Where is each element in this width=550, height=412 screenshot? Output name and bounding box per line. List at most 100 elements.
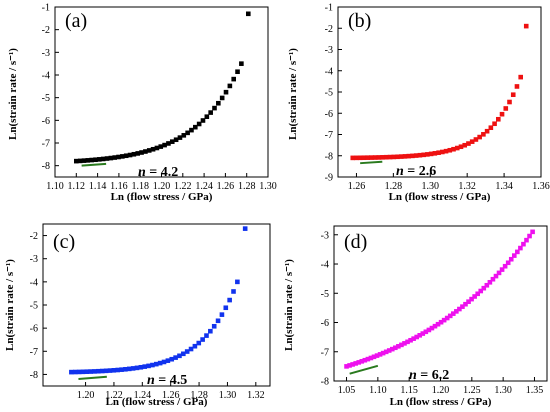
x-axis-label: Ln (flow stress / GPa) xyxy=(390,396,492,408)
data-point xyxy=(421,152,426,158)
data-point xyxy=(208,110,213,115)
data-point xyxy=(524,237,529,243)
data-point xyxy=(84,369,90,374)
y-tick-label: -5 xyxy=(325,88,333,99)
y-tick-label: -2 xyxy=(42,25,50,36)
data-point xyxy=(466,141,471,146)
x-tick-label: 1.26 xyxy=(217,181,235,192)
data-point xyxy=(457,306,462,312)
data-point xyxy=(462,142,468,148)
data-point xyxy=(508,256,514,262)
y-tick-label: -6 xyxy=(42,116,50,127)
x-tick-label: 1.28 xyxy=(238,181,256,192)
data-point xyxy=(413,153,419,158)
data-point xyxy=(380,155,385,160)
x-tick-label: 1.26 xyxy=(162,390,180,401)
data-point xyxy=(76,369,82,375)
data-point xyxy=(405,339,410,345)
x-tick-label: 1.28 xyxy=(190,390,208,401)
x-tick-label: 1.22 xyxy=(174,181,192,192)
data-point xyxy=(104,156,110,161)
y-tick-label: -2 xyxy=(30,231,38,242)
y-tick-label: -5 xyxy=(321,289,329,300)
data-point xyxy=(72,369,78,375)
data-point xyxy=(460,304,465,309)
data-point xyxy=(493,273,499,279)
data-point xyxy=(458,144,464,150)
data-point xyxy=(92,369,97,374)
x-tick-label: 1.22 xyxy=(105,390,123,401)
data-point xyxy=(242,226,248,231)
data-point xyxy=(469,139,475,144)
y-tick-label: -7 xyxy=(325,130,333,141)
data-point xyxy=(89,157,94,163)
data-point xyxy=(357,155,363,161)
data-point xyxy=(354,155,359,161)
y-tick-label: -6 xyxy=(321,318,329,329)
data-point xyxy=(138,364,144,370)
x-tick-label: 1.32 xyxy=(458,181,476,192)
data-point xyxy=(173,355,178,360)
data-point xyxy=(74,158,79,164)
data-point xyxy=(108,155,114,161)
x-tick-label: 1.18 xyxy=(131,181,149,192)
data-point xyxy=(402,154,408,159)
data-point xyxy=(365,356,371,362)
data-point xyxy=(444,315,450,321)
data-point xyxy=(216,100,221,106)
data-point xyxy=(177,135,183,140)
slope-annotation: n = 4.5 xyxy=(147,373,187,388)
data-point xyxy=(103,368,109,374)
data-point xyxy=(173,137,179,143)
data-point xyxy=(438,319,444,325)
data-point xyxy=(181,133,187,138)
data-point xyxy=(399,342,404,348)
data-point xyxy=(454,309,459,314)
data-point xyxy=(146,363,151,369)
x-tick-label: 1.30 xyxy=(259,181,277,192)
data-point xyxy=(395,154,400,160)
data-point xyxy=(463,301,468,307)
data-point xyxy=(231,289,236,294)
slope-line xyxy=(360,160,383,165)
data-point xyxy=(185,130,190,136)
data-point xyxy=(204,333,209,338)
panel-letter: (b) xyxy=(348,10,371,32)
panel-2: 1.20 1.22 1.24 1.26 1.28 1.30 1.32 -8 -7 -6 -5 -4 -3… xyxy=(4,223,271,408)
x-tick-label: 1.15 xyxy=(400,385,418,396)
y-tick-label: -4 xyxy=(42,71,50,82)
data-point xyxy=(80,369,86,375)
data-point xyxy=(177,353,182,359)
data-point xyxy=(515,249,520,255)
data-point xyxy=(496,116,501,122)
data-point xyxy=(380,350,386,356)
data-point xyxy=(389,346,395,352)
data-point xyxy=(227,297,232,303)
data-point xyxy=(169,356,175,362)
data-point xyxy=(387,154,393,160)
data-point xyxy=(473,137,479,142)
y-axis-label: Ln(strain rate / s⁻¹) xyxy=(287,48,299,140)
y-tick-label: -5 xyxy=(30,301,38,312)
data-point xyxy=(411,336,416,341)
data-point xyxy=(402,341,407,346)
data-point xyxy=(466,299,471,304)
slope-line xyxy=(78,375,107,381)
data-point xyxy=(523,23,529,29)
data-point xyxy=(391,154,397,160)
data-point xyxy=(499,267,505,272)
data-point xyxy=(428,151,434,157)
x-axis-label: Ln (flow stress / GPa) xyxy=(106,396,208,408)
data-point xyxy=(511,253,517,258)
data-point xyxy=(440,149,445,155)
data-point xyxy=(100,156,106,162)
data-point xyxy=(165,358,171,363)
data-point xyxy=(219,312,225,317)
data-point xyxy=(150,146,156,152)
data-point xyxy=(204,114,210,120)
x-tick-label: 1.32 xyxy=(247,390,265,401)
data-point xyxy=(239,61,244,66)
data-point xyxy=(344,364,349,369)
data-point xyxy=(487,279,493,285)
data-point xyxy=(146,148,152,153)
